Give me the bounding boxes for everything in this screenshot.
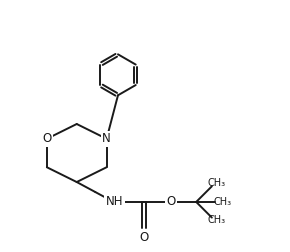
Text: O: O (42, 132, 52, 145)
Text: CH₃: CH₃ (214, 197, 232, 207)
Text: CH₃: CH₃ (208, 215, 226, 226)
Text: NH: NH (106, 196, 123, 208)
Text: O: O (139, 231, 148, 244)
Text: N: N (102, 132, 111, 145)
Text: CH₃: CH₃ (208, 178, 226, 188)
Text: O: O (166, 196, 175, 208)
